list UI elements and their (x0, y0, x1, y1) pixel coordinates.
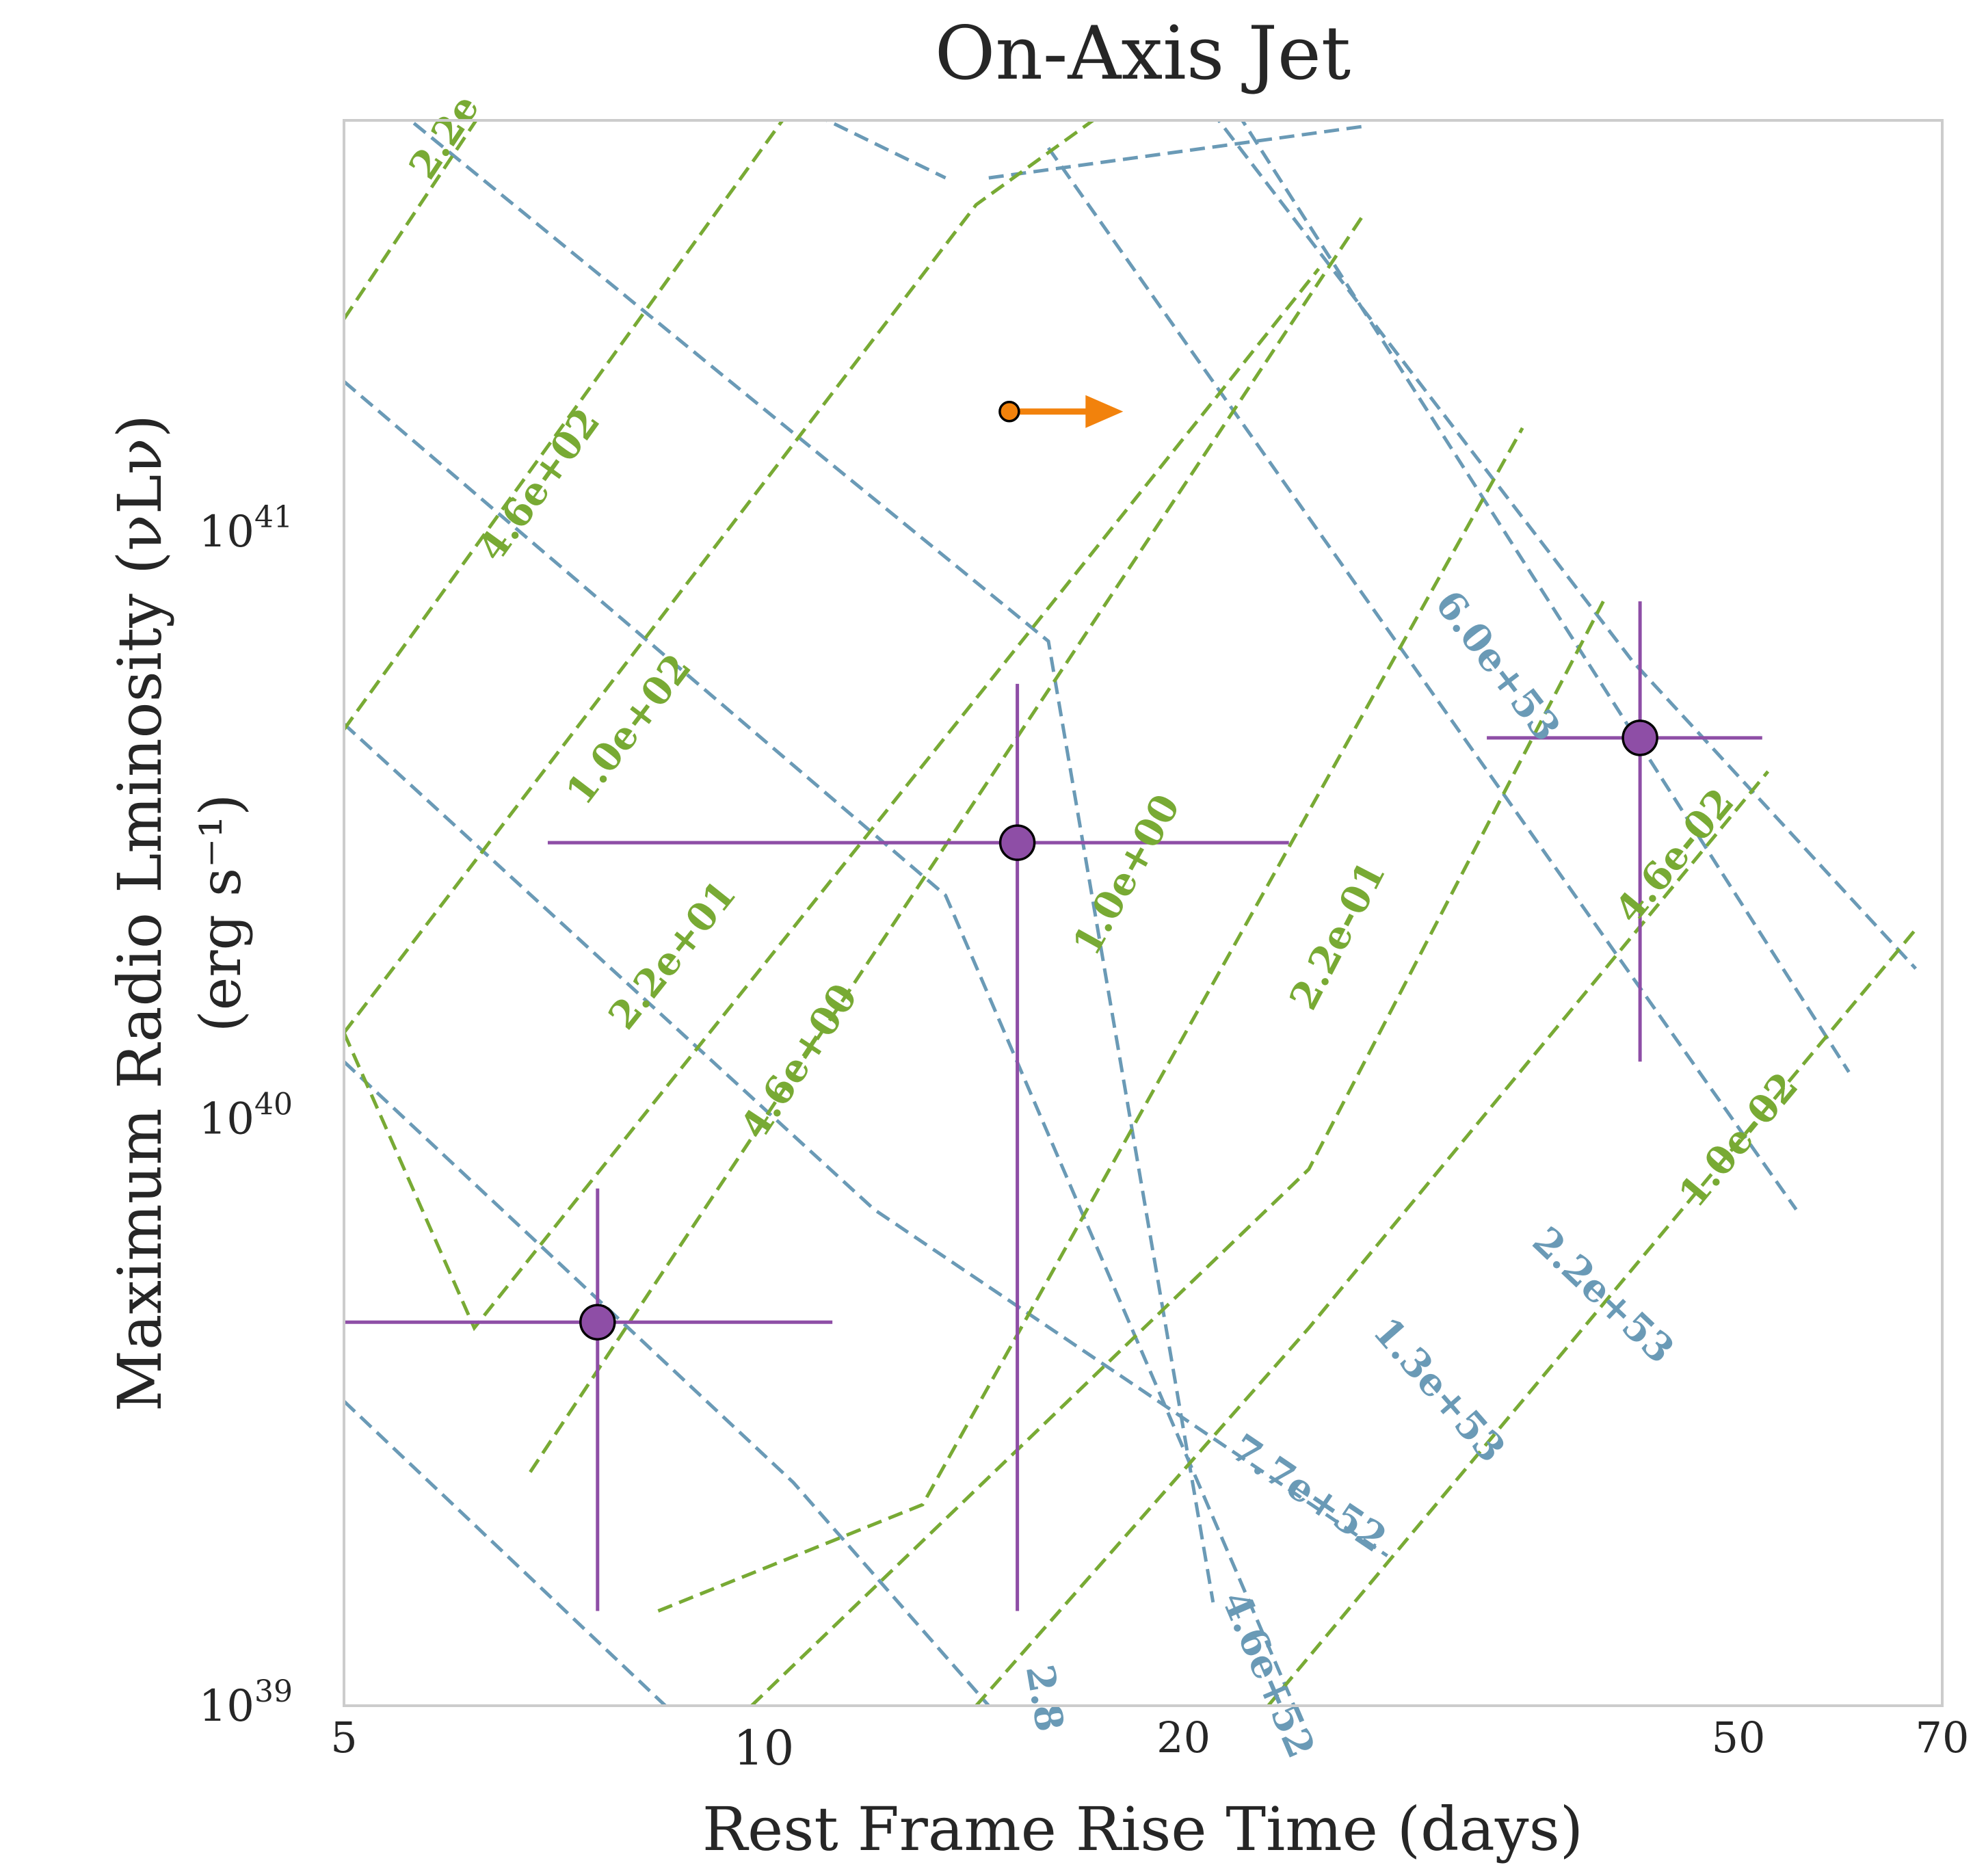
energy-contour-label: 2.8 (1017, 1661, 1072, 1734)
detection-point (579, 1304, 616, 1340)
density-contour-label: 1.0e+00 (1064, 787, 1189, 962)
energy-contour-line (408, 120, 1215, 1603)
energy-contour-label: 1.3e+53 (1364, 1309, 1515, 1472)
density-contour-line (657, 427, 1524, 1613)
x-tick-label: 70 (1916, 1713, 1970, 1762)
detection-point (998, 824, 1036, 861)
energy-contour-label: 2.2e+53 (1524, 1218, 1683, 1372)
data-series (344, 395, 1762, 1611)
density-contour-label: 4.6e+02 (469, 400, 609, 570)
density-contour-line (344, 267, 1321, 1332)
contour-lines (344, 120, 1918, 1706)
x-tick-label: 20 (1156, 1713, 1210, 1762)
density-contour-line (975, 770, 1770, 1706)
density-contour-label: 2.2e-01 (1281, 854, 1394, 1017)
x-tick-label: 5 (330, 1713, 357, 1762)
energy-contour-label: 4.6e+52 (1213, 1585, 1324, 1765)
energy-contour-line (344, 1060, 990, 1706)
density-contour-line (344, 120, 1096, 1034)
y-tick-label: 1039 (199, 1674, 293, 1732)
energy-contour-line (344, 380, 1296, 1706)
y-tick-label: 1040 (199, 1087, 293, 1144)
limit-point (998, 400, 1020, 423)
density-contour-label: 4.6e-02 (1606, 780, 1743, 932)
energy-contour-label: 7.7e+52 (1223, 1425, 1395, 1561)
y-axis-label: Maximum Radio Lminosity (νLν) (105, 414, 175, 1412)
limit-arrow-head (1085, 395, 1124, 428)
energy-contour-line (988, 124, 1366, 180)
y-tick-label: 1041 (199, 500, 293, 557)
energy-contour-line (1216, 120, 1918, 970)
axis-ticks: 5 10 20 50 70 1039 1040 1041 (199, 500, 1970, 1776)
plot-frame (343, 119, 1944, 1707)
density-contour-label: 4.6e+00 (732, 976, 866, 1148)
density-contour-line (344, 120, 785, 730)
x-axis-label: Rest Frame Rise Time (days) (702, 1794, 1583, 1864)
y-axis-label-units: (erg s⁻¹) (189, 794, 254, 1033)
density-contour-label: 1.0e+02 (557, 646, 700, 813)
density-contour-line (750, 600, 1605, 1706)
energy-contour-line (823, 120, 946, 180)
detection-point (1621, 719, 1658, 756)
density-contour-line (1267, 928, 1918, 1706)
energy-contour-line (344, 1399, 667, 1706)
energy-contour-line (1046, 146, 1798, 1211)
x-tick-label: 50 (1712, 1713, 1766, 1762)
x-tick-label: 10 (733, 1720, 794, 1776)
energy-contour-label: 6.0e+53 (1426, 582, 1569, 750)
density-contour-label: 1.0e-02 (1670, 1063, 1808, 1215)
density-contour-line (344, 120, 479, 320)
energy-contour-line (344, 722, 1388, 1557)
chart-title: On-Axis Jet (935, 11, 1351, 96)
energy-contour-line (1240, 120, 1851, 1073)
